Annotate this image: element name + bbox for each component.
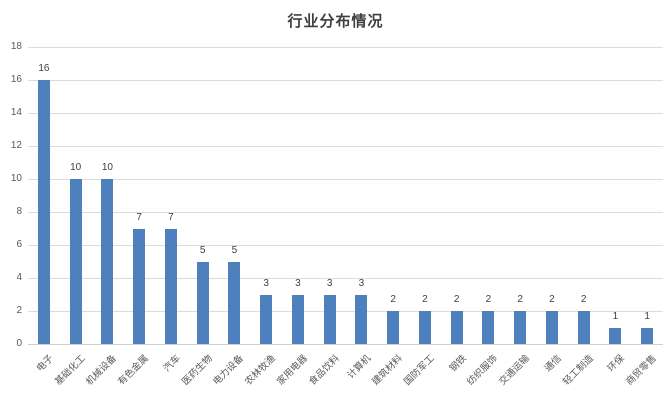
bar-value-label: 2 [453,294,460,305]
bar-value-label: 2 [549,294,555,305]
bar [577,311,590,344]
y-axis-tick-label: 0 [16,338,22,349]
gridline [28,212,663,213]
bar [69,179,82,344]
bar-value-label: 2 [422,294,428,305]
gridline [28,47,663,48]
y-axis-tick-label: 6 [16,239,22,250]
x-axis-category-label: 纺织服饰 [465,353,501,388]
gridline [28,278,663,279]
x-axis-category-label: 家用电器 [274,353,310,388]
bar-value-label: 3 [295,277,301,289]
gridline [28,311,663,312]
bar-value-label: 2 [580,294,587,305]
y-axis-tick-label: 14 [10,107,22,118]
bar-value-label: 7 [136,211,142,223]
bar-value-label: 2 [390,294,396,305]
bar [450,311,463,344]
bar-value-label: 16 [38,63,50,74]
bar [545,311,558,344]
y-axis-tick-label: 10 [10,173,22,184]
x-axis-category-label: 电子 [34,353,56,375]
y-axis-tick-label: 12 [10,140,22,151]
bar [514,311,527,344]
x-axis-category-label: 环保 [605,353,628,375]
x-axis-category-label: 计算机 [345,353,374,381]
x-axis-category-label: 钢铁 [447,353,469,375]
gridline [28,80,663,81]
bar [260,294,273,344]
bar [196,261,209,344]
bar [37,80,50,344]
bar-value-label: 5 [199,244,206,256]
x-axis-category-label: 汽车 [161,353,183,375]
x-axis-category-label: 交通运输 [497,353,532,388]
y-axis-tick-label: 4 [16,272,22,283]
bar [101,179,114,344]
y-axis-tick-label: 8 [16,206,22,217]
gridline [28,146,663,147]
bar [164,228,177,344]
bar [641,327,654,344]
bar-value-label: 2 [485,294,492,305]
x-axis-category-label: 机械设备 [84,353,120,388]
bar-value-label: 2 [517,294,523,305]
bar [355,294,368,344]
bar-value-label: 10 [70,162,82,173]
bar-value-label: 3 [263,277,269,289]
bar [482,311,495,344]
y-axis-tick-label: 16 [10,74,22,85]
bar [133,228,146,344]
y-axis-tick-label: 18 [10,41,22,52]
x-axis-category-label: 商贸零售 [624,353,659,388]
y-axis-tick-label: 2 [16,305,22,316]
bar-value-label: 10 [101,162,113,173]
bar-value-label: 1 [612,310,619,322]
bar [323,294,336,344]
bar [387,311,400,344]
bar-value-label: 5 [231,244,238,256]
x-axis-category-label: 电力设备 [211,353,247,388]
x-axis-category-label: 轻工制造 [560,353,596,388]
bar [291,294,304,344]
bar [418,311,431,344]
x-axis-category-label: 农林牧渔 [243,353,278,388]
gridline [28,245,663,246]
x-axis-category-label: 食品饮料 [306,353,342,388]
x-axis-category-label: 国防军工 [401,353,437,388]
chart-title: 行业分布情况 [287,13,384,30]
bar [228,261,241,344]
bar-value-label: 3 [358,277,365,289]
x-axis-category-label: 医药生物 [179,353,215,388]
x-axis-line [28,344,663,345]
x-axis-category-label: 有色金属 [116,353,151,388]
bar [609,327,622,344]
gridline [28,179,663,180]
bar-value-label: 1 [644,310,650,322]
bar-value-label: 7 [168,211,174,223]
x-axis-category-label: 建筑材料 [370,353,405,388]
x-axis-category-label: 通信 [542,353,564,375]
gridline [28,113,663,114]
bar-value-label: 3 [326,277,333,289]
x-axis-category-label: 基础化工 [52,353,88,388]
